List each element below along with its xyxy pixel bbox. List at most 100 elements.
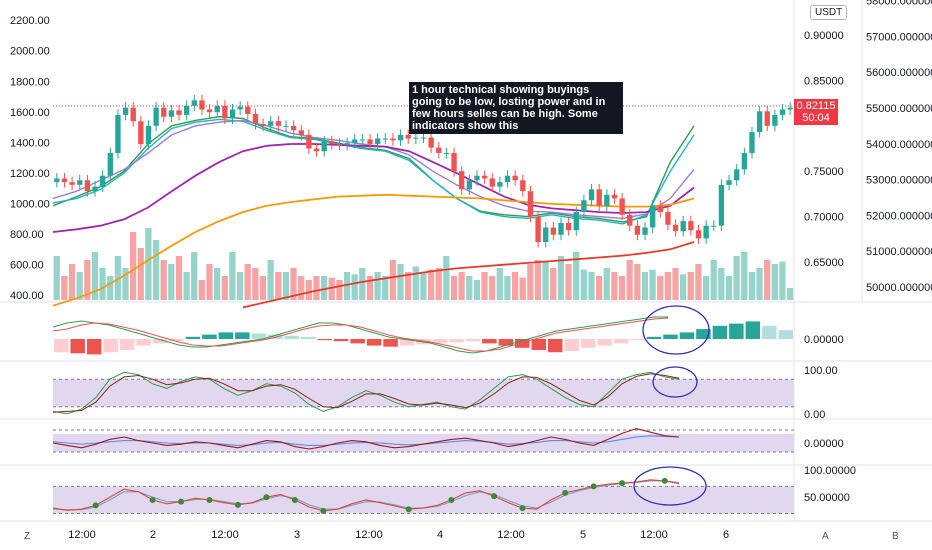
auto-scale-button[interactable]: A bbox=[822, 531, 829, 542]
candle-body bbox=[161, 107, 167, 117]
volume-bar bbox=[389, 260, 396, 300]
moving-average-line bbox=[52, 143, 695, 233]
highlight-circle bbox=[652, 366, 698, 398]
volume-bar bbox=[252, 268, 259, 300]
volume-bar bbox=[626, 260, 633, 300]
candle-body bbox=[657, 205, 663, 213]
currency-badge[interactable]: USDT bbox=[810, 5, 848, 20]
volume-bar bbox=[618, 276, 626, 300]
secondary-axis-tick-label: 53000.000000 bbox=[866, 175, 932, 187]
moving-average-line bbox=[52, 115, 695, 223]
candle-body bbox=[153, 107, 159, 126]
candle-body bbox=[497, 182, 503, 187]
candle-body bbox=[749, 132, 755, 154]
macd-histogram-bar bbox=[284, 335, 299, 339]
candle-body bbox=[619, 198, 625, 215]
candle-body bbox=[352, 139, 358, 144]
candle-body bbox=[359, 139, 366, 141]
rsi-cross-dot bbox=[206, 496, 213, 503]
macd-histogram-bar bbox=[301, 336, 316, 339]
macd-histogram-bar bbox=[54, 339, 69, 353]
b-scale-button[interactable]: B bbox=[892, 531, 899, 542]
highlight-circle bbox=[642, 305, 710, 355]
candle-body bbox=[527, 191, 534, 217]
candle-body bbox=[344, 143, 350, 145]
rsi-cross-dot bbox=[448, 496, 455, 503]
candle-body bbox=[268, 121, 274, 126]
volume-bar bbox=[91, 252, 99, 300]
candle-body bbox=[122, 107, 129, 115]
candle-body bbox=[535, 216, 541, 243]
volume-bar bbox=[397, 264, 404, 300]
volume-bar bbox=[603, 268, 610, 300]
macd-histogram-bar bbox=[383, 339, 398, 347]
secondary-axis-tick-label: 54000.000000 bbox=[866, 139, 932, 151]
secondary-axis-tick-label: 50000.000000 bbox=[866, 282, 932, 294]
candle-body bbox=[145, 125, 152, 144]
volume-bar bbox=[236, 272, 244, 300]
macd-signal-line bbox=[52, 316, 668, 354]
cci-axis-label: 0.00000 bbox=[804, 438, 844, 450]
macd-histogram-bar bbox=[778, 330, 793, 339]
candle-body bbox=[680, 221, 686, 232]
volume-bar bbox=[733, 256, 740, 300]
stoch-axis-label: 100.00 bbox=[804, 365, 838, 377]
macd-histogram-bar bbox=[482, 339, 497, 344]
candle-body bbox=[627, 214, 633, 226]
candle-body bbox=[588, 189, 595, 201]
annotation-note[interactable]: 1 hour technical showing buyings going t… bbox=[409, 82, 623, 134]
macd-histogram-bar bbox=[597, 339, 612, 346]
volume-bar bbox=[129, 232, 137, 300]
volume-bar bbox=[634, 264, 641, 300]
volume-bar bbox=[382, 276, 389, 300]
candle-body bbox=[520, 180, 526, 192]
candle-body bbox=[512, 175, 518, 181]
volume-bar bbox=[550, 268, 557, 300]
candle-body bbox=[222, 105, 228, 119]
reset-zoom-button[interactable]: Z bbox=[24, 531, 31, 542]
candle-body bbox=[741, 153, 748, 170]
macd-histogram-bar bbox=[613, 339, 629, 344]
candle-body bbox=[313, 148, 320, 152]
candle-body bbox=[199, 100, 205, 110]
volume-bar bbox=[573, 252, 580, 300]
candle-body bbox=[688, 221, 694, 231]
macd-histogram-bar bbox=[70, 339, 85, 354]
last-price-badge: 0.82115 50:04 bbox=[794, 99, 838, 125]
time-axis-tick-label: 4 bbox=[437, 529, 443, 541]
volume-bar bbox=[649, 269, 656, 300]
candle-body bbox=[283, 125, 289, 127]
rsi-cross-dot bbox=[562, 489, 569, 496]
candle-body bbox=[275, 121, 282, 126]
candle-body bbox=[596, 189, 602, 206]
rsi-cross-dot bbox=[661, 477, 668, 484]
volume-bar bbox=[420, 272, 427, 300]
candle-body bbox=[92, 186, 98, 192]
macd-histogram-bar bbox=[432, 339, 448, 344]
price-countdown: 50:04 bbox=[802, 112, 830, 124]
volume-bar bbox=[473, 280, 480, 300]
highlight-circle bbox=[633, 466, 707, 506]
volume-bar bbox=[183, 272, 190, 300]
candle-body bbox=[565, 222, 572, 231]
candle-body bbox=[336, 143, 343, 145]
macd-histogram-bar bbox=[235, 332, 250, 339]
macd-histogram-bar bbox=[465, 339, 481, 342]
macd-histogram-bar bbox=[317, 339, 332, 341]
macd-histogram-bar bbox=[86, 339, 102, 355]
volume-bar bbox=[741, 252, 748, 300]
cci-line bbox=[52, 428, 680, 450]
volume-bar bbox=[466, 276, 473, 300]
volume-bar bbox=[580, 269, 587, 300]
candle-body bbox=[168, 110, 175, 117]
volume-bar bbox=[527, 264, 534, 300]
rsi-axis-label: 100.00000 bbox=[804, 465, 856, 477]
macd-histogram-bar bbox=[712, 325, 728, 339]
stoch-axis-label: 0.00 bbox=[804, 409, 825, 421]
volume-bar bbox=[611, 272, 618, 300]
candle-body bbox=[229, 109, 236, 119]
volume-bar bbox=[366, 276, 374, 300]
candle-body bbox=[734, 169, 740, 181]
rsi-band bbox=[53, 486, 794, 514]
rsi-cross-dot bbox=[291, 496, 298, 503]
